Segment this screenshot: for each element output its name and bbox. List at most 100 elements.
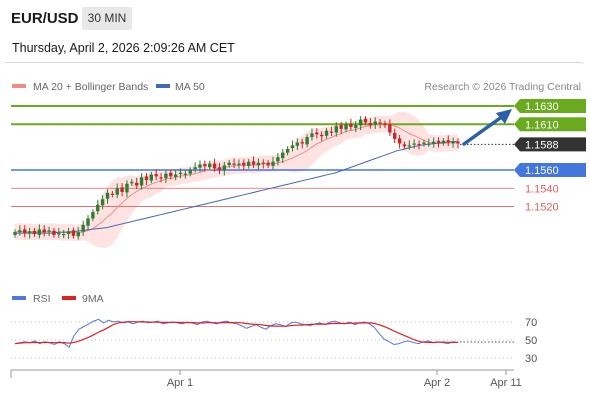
- candle-body: [130, 181, 134, 184]
- candle-body: [378, 122, 382, 124]
- candle-body: [358, 119, 363, 126]
- candle-body: [193, 167, 197, 170]
- candle-body: [397, 138, 402, 144]
- candle-body: [436, 140, 441, 143]
- timeframe-badge[interactable]: 30 MIN: [82, 7, 132, 30]
- chart-datetime: Thursday, April 2, 2026 2:09:26 AM CET: [12, 41, 235, 55]
- legend-label-ma50: MA 50: [175, 81, 205, 93]
- level-label-5: 1.1520: [525, 202, 559, 214]
- candle-body: [427, 143, 431, 145]
- candle-body: [149, 174, 154, 181]
- candle-body: [198, 164, 202, 168]
- forecast-arrow-shaft: [462, 114, 505, 146]
- level-tag-0: [514, 99, 586, 113]
- ma50-line: [15, 141, 458, 234]
- candle-body: [315, 132, 319, 135]
- candle-body: [61, 234, 66, 236]
- candle-body: [319, 134, 324, 137]
- candle-body: [23, 229, 27, 234]
- candle-body: [57, 233, 61, 235]
- candle-body: [135, 182, 139, 186]
- candle-body: [91, 212, 95, 219]
- candle-body: [334, 126, 338, 133]
- candle-body: [208, 163, 212, 168]
- candle-body: [393, 132, 397, 139]
- level-tag-3: [514, 163, 586, 177]
- candle-body: [66, 231, 71, 234]
- candle-body: [368, 122, 373, 126]
- level-label-1: 1.1610: [525, 119, 559, 131]
- rsi-legend-swatch: [12, 296, 26, 300]
- chart-frame: [4, 62, 584, 397]
- rsi-line: [14, 318, 459, 348]
- candle-body: [373, 121, 377, 125]
- candle-body: [159, 177, 163, 179]
- candle-body: [13, 232, 17, 235]
- candle-body: [441, 140, 446, 144]
- candle-body: [96, 204, 100, 212]
- candle-body: [276, 157, 280, 162]
- candle-body: [52, 230, 56, 235]
- level-tag-1: [514, 117, 586, 132]
- candle-body: [71, 230, 76, 236]
- candle-body: [105, 192, 110, 199]
- candle-body: [300, 142, 304, 144]
- candle-body: [232, 163, 236, 165]
- candle-body: [310, 133, 314, 138]
- candle-body: [81, 224, 85, 232]
- candle-body: [183, 173, 188, 175]
- candle-body: [388, 124, 392, 133]
- candle-body: [120, 187, 124, 192]
- candle-body: [27, 231, 32, 234]
- candle-body: [227, 162, 231, 165]
- candle-body: [285, 148, 290, 153]
- candle-body: [251, 161, 256, 165]
- x-tick-label-1: Apr 2: [424, 377, 450, 389]
- candle-body: [169, 172, 173, 177]
- rsi-ma-legend-label: 9MA: [82, 293, 104, 305]
- candle-body: [144, 176, 149, 181]
- candle-body: [173, 174, 178, 177]
- candle-body: [344, 124, 348, 130]
- x-tick-label-2: Apr 11: [490, 377, 522, 389]
- watermark-text: Research © 2026 Trading Central: [424, 81, 581, 93]
- candle-body: [203, 164, 207, 167]
- candle-body: [178, 172, 183, 175]
- legend-swatch-ma50: [156, 84, 170, 88]
- candle-body: [354, 125, 358, 128]
- bollinger-band: [15, 111, 458, 249]
- candle-body: [402, 144, 407, 147]
- legend-swatch-ma20: [12, 84, 26, 88]
- candle-body: [422, 142, 426, 144]
- instrument-title: EUR/USD: [11, 10, 79, 27]
- candle-body: [412, 143, 416, 145]
- candle-body: [217, 167, 222, 170]
- candle-body: [86, 218, 90, 226]
- level-label-2: 1.1588: [525, 139, 559, 151]
- level-label-0: 1.1630: [525, 101, 559, 113]
- level-label-3: 1.1560: [525, 165, 559, 177]
- candle-body: [349, 123, 353, 128]
- candle-body: [125, 183, 129, 193]
- rsi-tick-70: 70: [525, 317, 537, 329]
- candle-body: [42, 229, 46, 233]
- candle-body: [100, 199, 105, 206]
- candle-body: [242, 162, 246, 166]
- candle-body: [295, 142, 300, 146]
- level-label-4: 1.1540: [525, 183, 559, 195]
- candle-body: [32, 230, 37, 234]
- candle-body: [417, 143, 421, 146]
- candle-body: [407, 145, 412, 147]
- candle-body: [18, 230, 22, 233]
- candle-body: [115, 188, 119, 195]
- candle-body: [37, 229, 42, 235]
- candle-body: [456, 141, 460, 144]
- candle-body: [212, 163, 217, 169]
- candle-body: [188, 170, 192, 174]
- candle-body: [139, 177, 144, 186]
- candle-body: [281, 152, 285, 159]
- candle-body: [451, 141, 455, 144]
- candle-body: [431, 141, 436, 144]
- forecast-arrow-head: [496, 109, 512, 124]
